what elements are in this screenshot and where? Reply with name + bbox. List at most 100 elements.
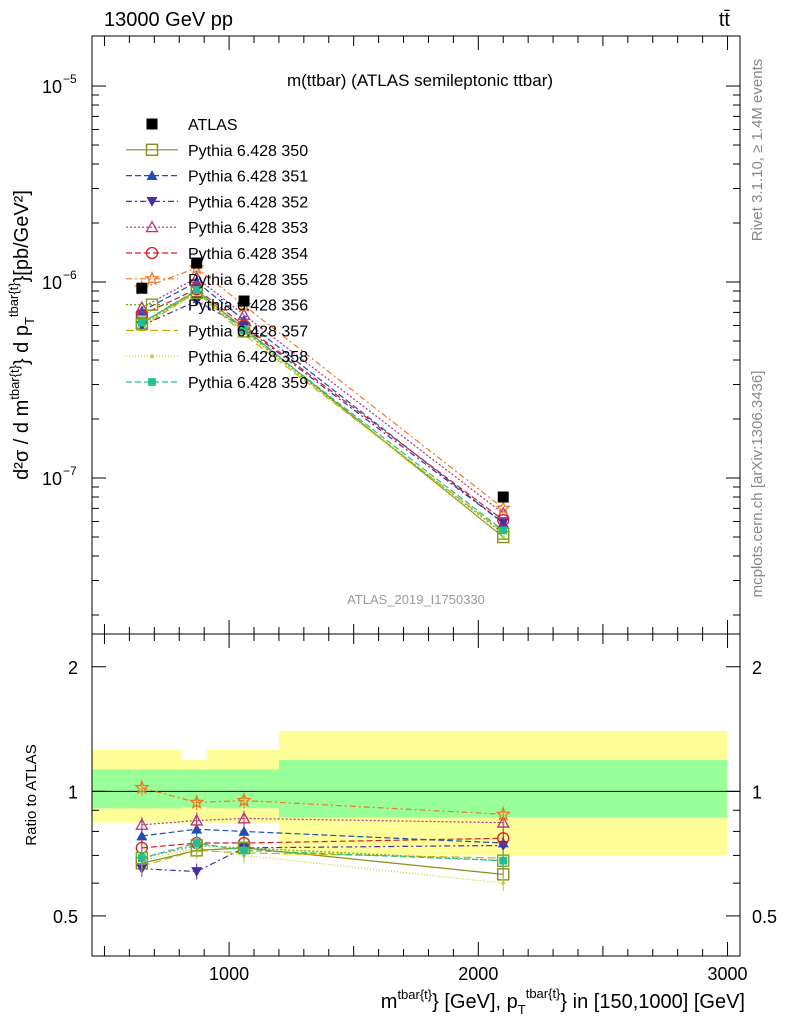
main-ytick-label-1: 10	[42, 273, 62, 293]
legend-marker-4	[145, 220, 159, 233]
main-title: m(ttbar) (ATLAS semileptonic ttbar)	[287, 71, 553, 90]
main-ytick-label-0: 10	[42, 77, 62, 97]
ratio-line-5	[141, 837, 504, 849]
main-panel: 10−510−610−7 m(ttbar) (ATLAS semileptoni…	[6, 35, 741, 635]
ylabel-mid: } d p	[11, 325, 33, 365]
xlabel-mid: } [GeV], p	[432, 991, 518, 1013]
ratio-ytick-label-left-0: 0.5	[53, 907, 78, 927]
ratio-marker-4-0	[135, 817, 149, 830]
ylabel-end: }[pb/GeV²]	[11, 190, 33, 282]
legend-label-4: Pythia 6.428 353	[188, 220, 308, 237]
main-axis-ticks: 10−510−610−7	[42, 36, 740, 634]
legend-label-8: Pythia 6.428 357	[188, 323, 308, 340]
ylabel-main: d²σ / d m	[11, 400, 33, 480]
header-channel-label: tt̄	[719, 9, 731, 31]
ratio-xtick-label-2: 3000	[708, 964, 748, 984]
legend-marker-1	[145, 143, 159, 157]
ratio-marker-5-3	[497, 832, 510, 845]
main-marker-10-1	[192, 286, 201, 294]
ratio-marker-6-1	[189, 794, 205, 810]
main-marker-7-0	[135, 317, 149, 331]
ratio-marker-10-3	[499, 856, 508, 865]
main-series-markers	[134, 257, 511, 544]
main-marker-4-2	[237, 308, 251, 320]
ratio-marker-10-0	[137, 854, 146, 862]
legend-label-2: Pythia 6.428 351	[188, 169, 308, 186]
main-marker-7-2	[237, 325, 251, 338]
main-line-4	[141, 277, 504, 514]
legend-marker-10	[148, 378, 156, 386]
ratio-line-10	[141, 842, 504, 862]
ratio-ytick-label-left-2: 2	[68, 658, 78, 678]
ratio-marker-2-0	[136, 830, 148, 841]
main-marker-10-3	[499, 526, 508, 535]
main-marker-0-1	[191, 257, 203, 269]
legend-marker-0	[146, 118, 158, 130]
main-line-5	[141, 288, 504, 521]
main-y-axis-label: d²σ / d mtbar{t}} d pTtbar{t}}[pb/GeV²]	[6, 190, 37, 480]
ratio-line-6	[141, 787, 504, 815]
legend-marker-2	[146, 170, 158, 180]
ratio-line-7	[141, 844, 504, 862]
ratio-frame	[91, 633, 741, 957]
legend-label-7: Pythia 6.428 356	[188, 298, 308, 315]
legend-label-5: Pythia 6.428 354	[188, 246, 308, 263]
ratio-marker-4-2	[237, 811, 251, 824]
band-inner-1	[181, 769, 207, 808]
main-ytick-exp-1: −6	[63, 268, 77, 282]
header-process-label: 13000 GeV pp	[104, 9, 233, 31]
main-ytick-label-2: 10	[42, 469, 62, 489]
ratio-line-9	[141, 847, 504, 884]
main-marker-0-2	[238, 295, 250, 307]
main-marker-5-3	[497, 513, 510, 527]
main-marker-3-3	[497, 518, 509, 529]
legend-label-6: Pythia 6.428 355	[188, 272, 308, 289]
x-axis-label: mtbar{t}} [GeV], pTtbar{t}} in [150,1000…	[381, 986, 745, 1017]
xlabel-sup: tbar{t}	[397, 987, 432, 1002]
data-uncertainty-bands	[92, 730, 740, 856]
legend: ATLAS Pythia 6.428 350 Pythia 6.428 351 Pyt…	[126, 117, 308, 392]
main-marker-10-2	[240, 326, 248, 334]
ratio-marker-2-2	[238, 825, 250, 836]
legend-label-1: Pythia 6.428 350	[188, 143, 308, 160]
ratio-line-2	[141, 828, 504, 844]
legend-marker-5	[145, 246, 159, 260]
ratio-marker-6-3	[495, 806, 511, 821]
ratio-marker-10-1	[192, 839, 201, 847]
ratio-ytick-label-right-0: 0.5	[752, 907, 777, 927]
main-marker-9-3	[501, 535, 506, 539]
main-marker-4-1	[190, 271, 204, 283]
main-series-lines	[141, 267, 504, 538]
main-marker-2-0	[136, 305, 148, 316]
ratio-line-1	[141, 847, 504, 875]
rivet-version-label: Rivet 3.1.10, ≥ 1.4M events	[749, 59, 766, 242]
ratio-axis-ticks: 0.5 0.5 1 1 2 2 1000 2000 3000	[53, 634, 777, 984]
main-marker-6-3	[495, 500, 511, 515]
xlabel-sub: T	[518, 1002, 526, 1017]
xlabel-main: m	[381, 991, 398, 1013]
analysis-watermark: ATLAS_2019_I1750330	[347, 592, 485, 607]
main-line-10	[141, 289, 504, 531]
main-marker-0-3	[497, 491, 509, 503]
legend-label-10: Pythia 6.428 359	[188, 375, 308, 392]
main-marker-10-0	[137, 318, 146, 327]
ratio-marker-4-1	[190, 813, 204, 826]
band-inner-0	[92, 769, 182, 809]
xlabel-sup2: tbar{t}	[526, 986, 561, 1001]
ratio-marker-2-1	[191, 823, 203, 834]
ratio-y-axis-label: Ratio to ATLAS	[23, 744, 40, 845]
ylabel-sup2: tbar{t}	[6, 282, 21, 317]
ratio-marker-9-3	[501, 881, 506, 885]
main-marker-4-0	[135, 300, 149, 313]
main-line-8	[141, 291, 504, 533]
ratio-series-lines	[141, 787, 504, 884]
main-marker-0-0	[136, 282, 148, 294]
ratio-marker-4-3	[496, 815, 510, 828]
mcplots-label: mcplots.cern.ch [arXiv:1306.3436]	[749, 371, 766, 598]
main-line-6	[141, 267, 504, 509]
xlabel-end: } in [150,1000] [GeV]	[560, 991, 745, 1013]
main-ytick-exp-2: −7	[63, 464, 77, 478]
ratio-marker-3-1	[191, 867, 203, 878]
